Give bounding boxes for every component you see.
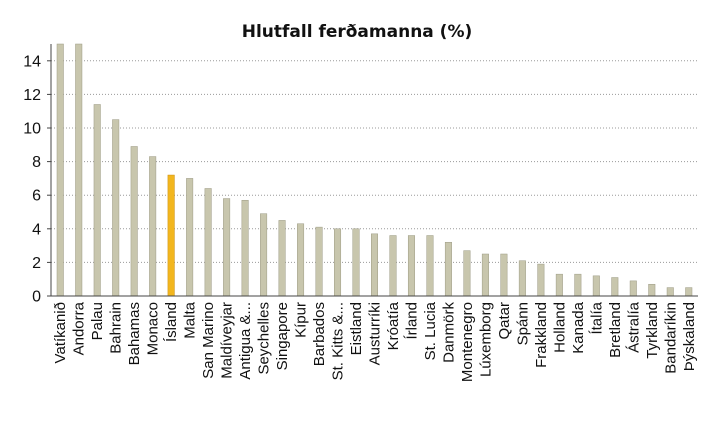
bar-25 — [518, 260, 526, 297]
x-tick-label: St. Kitts &... — [330, 302, 347, 380]
x-tick-label: Ítalía — [588, 301, 605, 334]
y-tick-label: 12 — [23, 87, 41, 104]
x-tick-label: Króatía — [385, 301, 402, 350]
bar-layer — [56, 43, 693, 297]
bar-28 — [574, 273, 582, 297]
x-tick-label: Ísland — [163, 302, 180, 342]
x-tick-label: Vatíkanið — [52, 302, 69, 363]
x-tick-label: Seychelles — [256, 302, 273, 375]
bar-19 — [407, 235, 415, 297]
bar-15 — [334, 228, 342, 297]
x-tick-labels: Vatíkanið Andorra Palau Bahrain Bahamas Monac… — [52, 301, 698, 382]
x-tick-label: Barbados — [311, 302, 328, 366]
x-tick-label: Antigua &... — [237, 302, 254, 380]
y-tick-label: 14 — [23, 53, 41, 70]
x-tick-label: Andorra — [71, 301, 88, 355]
bar-7 — [186, 178, 194, 297]
bar-33 — [666, 287, 674, 297]
x-tick-label: Montenegro — [459, 302, 476, 382]
bar-22 — [463, 250, 471, 297]
bar-23 — [481, 253, 489, 297]
bar-3 — [112, 119, 120, 297]
x-tick-label: St. Lucia — [422, 301, 439, 360]
bar-17 — [371, 233, 378, 297]
x-tick-label: Bahamas — [126, 302, 143, 365]
bar-0 — [56, 43, 64, 297]
bar-26 — [537, 263, 545, 297]
bar-20 — [426, 235, 434, 297]
x-tick-label: Spánn — [514, 302, 531, 345]
bar-31 — [629, 280, 637, 297]
bar-21 — [444, 241, 452, 297]
x-tick-label: Monaco — [145, 302, 162, 355]
x-tick-label: Bandaríkin — [662, 302, 679, 374]
x-tick-label: Bretland — [607, 302, 624, 358]
x-tick-label: Austurríki — [367, 302, 384, 365]
y-tick-labels: 0 2 4 6 8 10 12 14 — [23, 53, 41, 305]
bar-6 — [167, 174, 175, 297]
bar-8 — [204, 188, 212, 297]
x-tick-label: Frakkland — [533, 302, 550, 368]
y-tick-label: 6 — [32, 188, 41, 205]
bar-14 — [315, 226, 323, 297]
bar-27 — [555, 273, 563, 297]
bar-9 — [223, 198, 231, 297]
bar-29 — [592, 275, 600, 297]
x-tick-label: Maldíveyjar — [219, 302, 236, 379]
y-tick-label: 10 — [23, 121, 41, 138]
x-tick-label: Tyrkland — [644, 302, 661, 359]
bar-16 — [352, 228, 360, 297]
bar-10 — [241, 199, 249, 297]
y-tick-label: 2 — [32, 255, 41, 272]
bar-18 — [389, 235, 397, 297]
x-tick-label: Holland — [551, 302, 568, 353]
bar-11 — [260, 213, 268, 297]
x-tick-label: Singapore — [274, 302, 291, 370]
bar-5 — [149, 156, 157, 297]
bar-12 — [278, 220, 286, 297]
x-tick-label: Kanada — [570, 301, 587, 353]
grid-layer — [51, 60, 698, 263]
x-tick-label: Þýskaland — [681, 302, 698, 371]
x-tick-label: Qatar — [496, 302, 513, 340]
x-tick-label: Bahrain — [108, 302, 125, 354]
bar-13 — [297, 223, 305, 297]
bar-24 — [500, 253, 508, 297]
bar-30 — [611, 277, 619, 297]
y-tick-label: 0 — [32, 289, 41, 306]
x-tick-label: Malta — [182, 301, 199, 338]
y-tick-label: 8 — [32, 154, 41, 171]
y-tick-label: 4 — [32, 221, 41, 238]
bar-2 — [93, 104, 101, 297]
x-tick-label: Palau — [89, 302, 106, 340]
x-tick-label: Lúxemborg — [477, 302, 494, 377]
x-tick-label: Kípur — [293, 302, 310, 338]
x-tick-label: San Marino — [200, 302, 217, 379]
chart-title: Hlutfall ferðamanna (%) — [242, 22, 473, 42]
axis-layer — [47, 44, 698, 297]
x-tick-label: Danmörk — [440, 302, 457, 363]
bar-32 — [648, 283, 656, 297]
bar-34 — [685, 287, 693, 297]
bar-1 — [75, 43, 83, 297]
x-tick-label: Ástralía — [625, 301, 642, 353]
x-tick-label: Írland — [403, 302, 420, 340]
bar-4 — [130, 146, 138, 297]
x-tick-label: Eistland — [348, 302, 365, 355]
